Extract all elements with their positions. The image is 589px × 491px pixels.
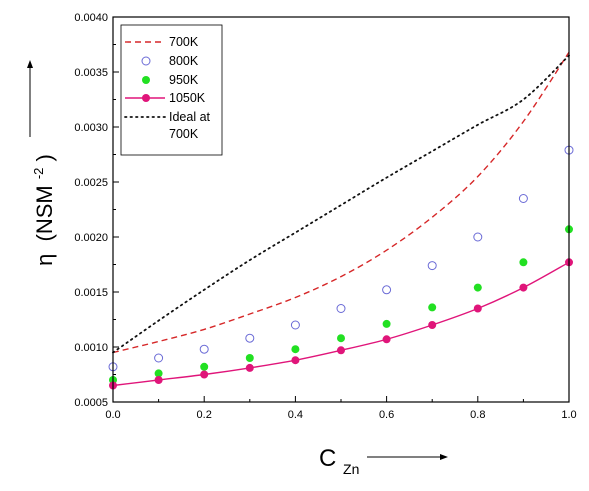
x-tick-label: 0.0 — [105, 409, 120, 421]
x-axis-main: C — [319, 445, 336, 472]
data-point — [291, 356, 300, 365]
legend-item: 1050K — [125, 91, 206, 105]
data-point — [245, 363, 254, 372]
y-axis-unit-close: ) — [32, 154, 57, 161]
series-layer — [108, 51, 574, 390]
y-axis-arrow — [27, 60, 33, 137]
series-800k — [108, 145, 574, 372]
data-point — [427, 261, 437, 271]
svg-text:η (NSM -2 ): η (NSM -2 ) — [23, 154, 57, 266]
data-point — [245, 354, 254, 362]
data-point — [291, 345, 300, 354]
legend-item: Ideal at 700K — [124, 110, 211, 141]
x-tick-label: 1.0 — [561, 409, 576, 421]
y-tick-label: 0.0040 — [74, 12, 108, 24]
x-axis-title: C Zn — [319, 445, 359, 477]
data-point — [473, 304, 482, 313]
legend-item: 950K — [142, 73, 199, 87]
data-point — [200, 370, 209, 379]
legend-label: 800K — [169, 54, 199, 68]
x-tick-label: 0.2 — [197, 409, 212, 421]
data-point — [154, 376, 163, 384]
data-point — [336, 304, 346, 313]
data-point — [428, 321, 437, 329]
y-tick-label: 0.0020 — [74, 232, 108, 244]
y-axis-symbol: η — [32, 254, 57, 266]
data-point — [473, 232, 483, 242]
data-point — [382, 335, 391, 344]
series-1050k — [109, 258, 573, 390]
data-point — [382, 319, 391, 328]
legend-label: 950K — [169, 73, 199, 87]
data-point — [199, 344, 209, 354]
series-line — [112, 54, 570, 354]
y-axis-title: η (NSM -2 ) — [23, 154, 57, 266]
y-tick-label: 0.0015 — [74, 287, 108, 299]
legend-label: 1050K — [169, 91, 206, 105]
data-point — [518, 194, 528, 203]
data-point — [200, 362, 209, 371]
legend-item: 800K — [141, 54, 199, 68]
y-tick-label: 0.0005 — [74, 397, 108, 409]
data-point — [245, 333, 255, 343]
legend-label: 700K — [169, 35, 199, 49]
y-tick-label: 0.0030 — [74, 122, 108, 134]
series-line — [112, 51, 570, 354]
data-point — [337, 346, 345, 355]
y-tick-label: 0.0010 — [74, 342, 108, 354]
legend-label: Ideal at — [169, 110, 211, 124]
x-tick-label: 0.4 — [288, 409, 303, 421]
data-point — [154, 369, 163, 378]
y-tick-label: 0.0025 — [74, 177, 108, 189]
legend-marker — [142, 94, 150, 102]
data-point — [154, 353, 164, 363]
legend-marker — [142, 76, 150, 84]
ticks-layer: 0.0 0.2 0.4 0.6 0.8 1.0 0.0005 0.0010 0.0015 0.00… — [74, 12, 576, 421]
legend-item: 700K — [125, 35, 199, 49]
x-axis-sub: Zn — [343, 461, 359, 477]
x-axis-arrow — [367, 454, 448, 460]
y-axis-unit-open: (NSM — [32, 185, 57, 241]
data-point — [519, 283, 528, 292]
y-axis-unit-sup: -2 — [31, 168, 46, 180]
legend-items: 700K 800K 950K 1050K Ideal at 700K — [124, 35, 211, 141]
data-point — [290, 320, 300, 330]
x-tick-label: 0.8 — [470, 409, 485, 421]
data-point — [337, 334, 345, 343]
data-point — [519, 258, 528, 267]
data-point — [473, 283, 482, 292]
legend: 700K 800K 950K 1050K Ideal at 700K — [120, 24, 223, 156]
x-tick-label: 0.6 — [379, 409, 394, 421]
series-line — [112, 261, 570, 387]
legend-box — [120, 24, 223, 156]
legend-marker — [141, 56, 151, 66]
data-point — [428, 303, 437, 312]
series-700k — [112, 51, 570, 354]
y-tick-label: 0.0035 — [74, 67, 108, 79]
data-point — [382, 285, 392, 295]
legend-label: 700K — [169, 127, 199, 141]
series-ideal-at-700k — [112, 54, 570, 354]
